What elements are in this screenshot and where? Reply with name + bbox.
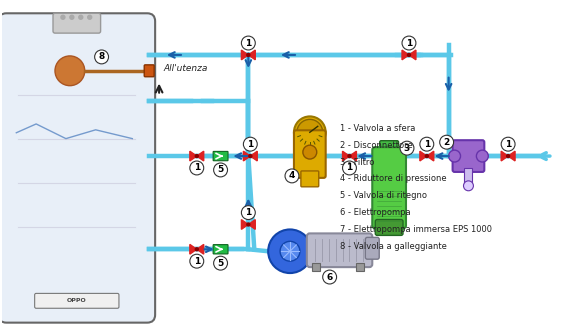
Circle shape [439,135,453,149]
Text: 3 - Filtro: 3 - Filtro [340,157,374,167]
Text: 1: 1 [194,163,200,173]
Polygon shape [402,50,409,60]
Circle shape [214,163,228,177]
Circle shape [303,145,317,159]
Text: 1: 1 [194,257,200,266]
FancyBboxPatch shape [294,130,325,178]
Bar [464,168,472,184]
FancyBboxPatch shape [375,219,403,236]
Text: 8 - Valvola a galleggiante: 8 - Valvola a galleggiante [340,242,446,251]
Circle shape [94,50,108,64]
Polygon shape [241,220,248,229]
Text: 1: 1 [406,38,412,48]
Polygon shape [508,151,515,161]
FancyBboxPatch shape [35,293,119,308]
Circle shape [323,270,336,284]
Polygon shape [501,151,508,161]
Polygon shape [350,151,357,161]
Text: 5 - Valvola di ritegno: 5 - Valvola di ritegno [340,191,427,200]
Polygon shape [190,244,197,254]
Polygon shape [420,151,427,161]
Text: 2: 2 [444,138,450,147]
FancyBboxPatch shape [213,245,228,254]
Text: 8: 8 [98,52,105,61]
Text: 1: 1 [247,140,253,149]
Circle shape [241,206,255,219]
Circle shape [294,116,325,148]
Text: 1: 1 [346,163,353,173]
Circle shape [425,154,429,157]
Circle shape [190,161,204,175]
Polygon shape [251,151,257,161]
Text: 3: 3 [404,144,410,153]
Polygon shape [409,50,416,60]
Text: 5: 5 [218,165,223,174]
Text: All'utenza: All'utenza [163,64,207,73]
FancyBboxPatch shape [53,13,101,33]
Polygon shape [190,151,197,161]
Text: 1: 1 [424,140,430,149]
Circle shape [247,223,250,226]
Circle shape [400,141,414,155]
FancyBboxPatch shape [307,234,372,267]
Circle shape [268,230,312,273]
Circle shape [61,15,65,19]
Text: 1 - Valvola a sfera: 1 - Valvola a sfera [340,124,415,133]
FancyBboxPatch shape [213,152,228,161]
Polygon shape [244,151,251,161]
Text: 4 - Riduttore di pressione: 4 - Riduttore di pressione [340,174,446,183]
Polygon shape [197,151,204,161]
FancyBboxPatch shape [372,147,406,228]
Circle shape [297,119,323,145]
Polygon shape [241,50,248,60]
Circle shape [348,154,351,157]
Text: 7 - Elettropompa immersa EPS 1000: 7 - Elettropompa immersa EPS 1000 [340,225,491,234]
Circle shape [55,56,85,86]
Circle shape [88,15,92,19]
Polygon shape [197,244,204,254]
Circle shape [241,36,255,50]
Circle shape [249,154,252,157]
FancyBboxPatch shape [301,171,319,187]
Text: 1: 1 [505,140,511,149]
Circle shape [214,256,228,270]
Circle shape [507,154,510,157]
Bar [312,263,320,271]
Circle shape [247,53,250,56]
Polygon shape [427,151,434,161]
Text: 6 - Elettropompa: 6 - Elettropompa [340,208,410,217]
Polygon shape [248,220,255,229]
Circle shape [280,241,300,261]
Circle shape [195,154,198,157]
Text: 1: 1 [245,208,252,217]
FancyBboxPatch shape [144,65,154,77]
Text: 6: 6 [327,273,333,281]
Circle shape [285,169,299,183]
Circle shape [476,150,488,162]
Circle shape [79,15,83,19]
Text: 4: 4 [289,172,295,180]
Text: 5: 5 [218,259,223,268]
Circle shape [70,15,74,19]
Circle shape [244,137,257,151]
Circle shape [402,36,416,50]
Circle shape [501,137,515,151]
FancyBboxPatch shape [365,237,379,259]
FancyBboxPatch shape [380,141,399,154]
Text: 2 - Disconnettore: 2 - Disconnettore [340,141,412,150]
Circle shape [343,161,357,175]
FancyBboxPatch shape [0,13,155,323]
Bar [357,263,365,271]
Circle shape [464,181,473,191]
Polygon shape [343,151,350,161]
Circle shape [195,248,198,251]
Polygon shape [248,50,255,60]
Circle shape [407,53,411,56]
FancyBboxPatch shape [453,140,484,172]
Text: 1: 1 [245,38,252,48]
Circle shape [420,137,434,151]
Text: OPPO: OPPO [67,298,86,303]
Circle shape [190,254,204,268]
Circle shape [449,150,461,162]
